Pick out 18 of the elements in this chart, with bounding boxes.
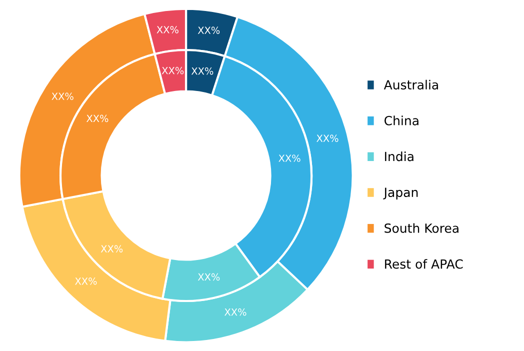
legend-label: South Korea bbox=[384, 223, 458, 233]
legend-label: Japan bbox=[383, 188, 418, 200]
data-label: XX% bbox=[191, 67, 214, 75]
data-label: XX% bbox=[86, 114, 108, 122]
data-label: XX% bbox=[100, 245, 123, 252]
data-label: XX% bbox=[316, 134, 338, 142]
data-label: XX% bbox=[156, 26, 178, 34]
legend-label: India bbox=[385, 152, 414, 162]
data-label: XX% bbox=[224, 308, 246, 316]
data-label: XX% bbox=[198, 273, 220, 281]
data-label: XX% bbox=[162, 66, 184, 74]
legend-label: Australia bbox=[384, 80, 438, 90]
data-label: XX% bbox=[52, 92, 74, 100]
data-label: XX% bbox=[75, 277, 97, 285]
legend-label: Rest of APAC bbox=[385, 259, 463, 269]
data-label: XX% bbox=[198, 26, 220, 34]
data-label: XX% bbox=[278, 154, 300, 162]
legend-label: China bbox=[384, 116, 418, 126]
